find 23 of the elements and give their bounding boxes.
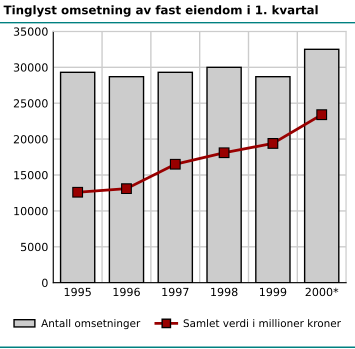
point (316, 109, 328, 120)
y-tick-label: 15000 (14, 170, 48, 180)
x-tick-label: 1995 (64, 288, 91, 296)
point (218, 147, 230, 158)
x-tick-label: 1998 (211, 288, 238, 296)
legend-label: Antall omsetninger (41, 319, 140, 330)
point (267, 138, 278, 149)
x-tick-label: 1996 (114, 288, 140, 296)
x-tick-label: 1997 (162, 288, 188, 296)
point (170, 158, 181, 170)
point (72, 186, 84, 198)
y-tick-label: 5000 (20, 242, 48, 252)
legend-label: Samlet verdi i millioner kroner (184, 319, 341, 328)
point (121, 183, 132, 194)
y-tick-label: 30000 (14, 63, 48, 72)
y-tick-label: 25000 (14, 99, 48, 108)
y-tick-label: 0 (42, 278, 48, 288)
x-tick-label: 1999 (260, 288, 286, 296)
chart-title: Tinglyst omsetning av fast eiendom i 1. kvartal (4, 5, 318, 17)
y-tick-label: 10000 (14, 206, 48, 216)
y-tick-label: 35000 (14, 27, 48, 36)
y-tick-label: 20000 (14, 135, 48, 144)
x-tick-label: 2000* (306, 288, 338, 296)
